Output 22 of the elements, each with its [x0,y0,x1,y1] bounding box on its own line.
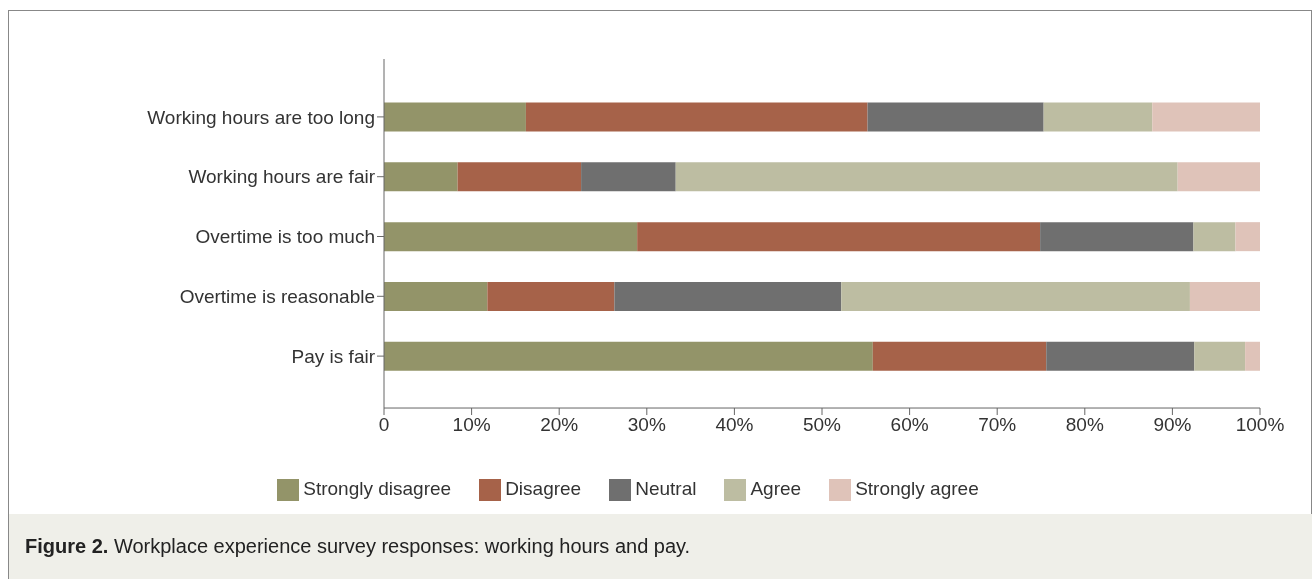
legend-label: Agree [750,478,802,500]
caption: Figure 2. Workplace experience survey responses: working hours and pay. [25,535,691,557]
legend-label: Disagree [505,478,582,500]
legend-label: Strongly disagree [303,478,452,500]
y-tick-label: Working hours are fair [188,166,376,188]
x-tick-label: 100% [1235,413,1285,435]
x-tick-label: 20% [540,413,579,435]
x-tick-label: 80% [1065,413,1104,435]
x-tick-label: 70% [978,413,1017,435]
y-tick-label: Working hours are too long [147,106,375,128]
x-tick-label: 50% [802,413,842,435]
legend-label: Neutral [635,478,697,500]
x-tick-label: 40% [715,413,754,435]
y-tick-label: Overtime is too much [195,226,375,248]
legend-label: Strongly agree [855,478,979,500]
x-tick-label: 10% [452,413,491,435]
x-tick-label: 60% [890,413,929,435]
x-tick-label: 0 [378,413,390,435]
y-tick-label: Pay is fair [291,345,376,367]
x-tick-label: 30% [627,413,666,435]
y-tick-label: Overtime is reasonable [179,286,375,308]
x-tick-label: 90% [1153,413,1192,435]
